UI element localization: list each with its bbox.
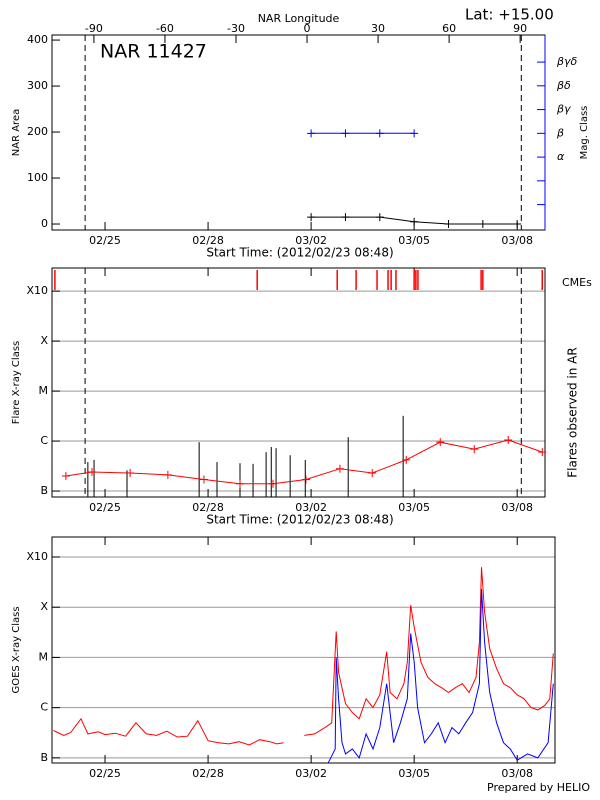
y-axis-title: GOES X-ray Class [11, 606, 22, 693]
x-axis-title: Start Time: (2012/02/23 08:48) [206, 246, 393, 260]
y-tick-label: 200 [27, 125, 48, 138]
x-tick-label: 02/28 [192, 501, 224, 514]
y2-tick-label: βγδ [556, 55, 578, 68]
series-marker [341, 129, 350, 138]
x-tick-label: 03/08 [501, 767, 533, 780]
series-marker [375, 129, 384, 138]
y-tick-label: X [40, 600, 48, 613]
series-marker [410, 217, 419, 226]
y-tick-label: B [40, 751, 48, 764]
x2-tick-label: -60 [156, 22, 174, 35]
x-tick-label: 02/28 [192, 767, 224, 780]
series-marker [478, 220, 487, 229]
series-marker [268, 479, 277, 488]
y-tick-label: 400 [27, 33, 48, 46]
plot-frame [51, 267, 546, 498]
series-marker [236, 479, 245, 488]
x2-tick-label: 90 [513, 22, 527, 35]
series-marker [301, 475, 310, 484]
y-tick-label: B [40, 484, 48, 497]
y2-tick-label: βδ [556, 79, 571, 92]
series-marker [368, 468, 377, 477]
series-marker [163, 470, 172, 479]
y-tick-label: 300 [27, 79, 48, 92]
x-tick-label: 03/02 [295, 234, 327, 247]
plot-frame [51, 34, 546, 231]
y-tick-label: C [40, 434, 48, 447]
chart-title: NAR 11427 [100, 41, 207, 63]
x2-axis-title: NAR Longitude [258, 12, 340, 25]
x-tick-label: 02/25 [89, 767, 121, 780]
y-tick-label: M [39, 384, 49, 397]
x-axis-title: Start Time: (2012/02/23 08:48) [206, 513, 393, 527]
series-marker [504, 436, 513, 445]
x-tick-label: 03/02 [295, 767, 327, 780]
x2-tick-label: -30 [227, 22, 245, 35]
y-tick-label: M [39, 650, 49, 663]
series-marker [199, 475, 208, 484]
y-tick-label: C [40, 701, 48, 714]
series-marker [126, 468, 135, 477]
series-marker [436, 438, 445, 447]
series-marker [402, 455, 411, 464]
y-tick-label: X10 [26, 284, 48, 297]
x-tick-label: 03/05 [398, 767, 430, 780]
series-line [327, 588, 554, 763]
series-marker [410, 129, 419, 138]
series-marker [307, 129, 316, 138]
series-marker [470, 445, 479, 454]
x-tick-label: 03/05 [398, 501, 430, 514]
x-tick-label: 03/08 [501, 501, 533, 514]
y-tick-label: 0 [41, 217, 48, 230]
cme-label: CMEs [562, 276, 592, 289]
x-tick-label: 02/25 [89, 501, 121, 514]
y-tick-label: X10 [26, 550, 48, 563]
x-tick-label: 02/28 [192, 234, 224, 247]
x-tick-label: 02/25 [89, 234, 121, 247]
series-line [53, 567, 554, 746]
series-marker [87, 468, 96, 477]
series-marker [375, 213, 384, 222]
series-marker [61, 471, 70, 480]
y-axis-title: NAR Area [11, 109, 22, 156]
x-tick-label: 03/08 [501, 234, 533, 247]
plot-frame [51, 536, 556, 764]
x-tick-label: 03/05 [398, 234, 430, 247]
y2-tick-label: α [557, 150, 565, 163]
x2-tick-label: 60 [442, 22, 456, 35]
footer: Prepared by HELIO [487, 781, 590, 794]
y2-axis-title: Flares observed in AR [566, 347, 580, 477]
series-marker [513, 220, 522, 229]
x2-tick-label: 0 [304, 22, 311, 35]
y-tick-label: 100 [27, 171, 48, 184]
x2-tick-label: -90 [85, 22, 103, 35]
series-marker [335, 464, 344, 473]
series-marker [444, 220, 453, 229]
y2-axis-title: Mag. Class [579, 106, 590, 160]
series-marker [341, 213, 350, 222]
y2-tick-label: β [556, 126, 564, 139]
series-marker [538, 448, 547, 457]
x2-tick-label: 30 [371, 22, 385, 35]
series-marker [307, 213, 316, 222]
series-line [65, 439, 543, 485]
x-tick-label: 03/02 [295, 501, 327, 514]
y-tick-label: X [40, 334, 48, 347]
y2-tick-label: βγ [556, 103, 571, 116]
y-axis-title: Flare X-ray Class [11, 341, 22, 425]
latitude-label: Lat: +15.00 [465, 6, 554, 24]
